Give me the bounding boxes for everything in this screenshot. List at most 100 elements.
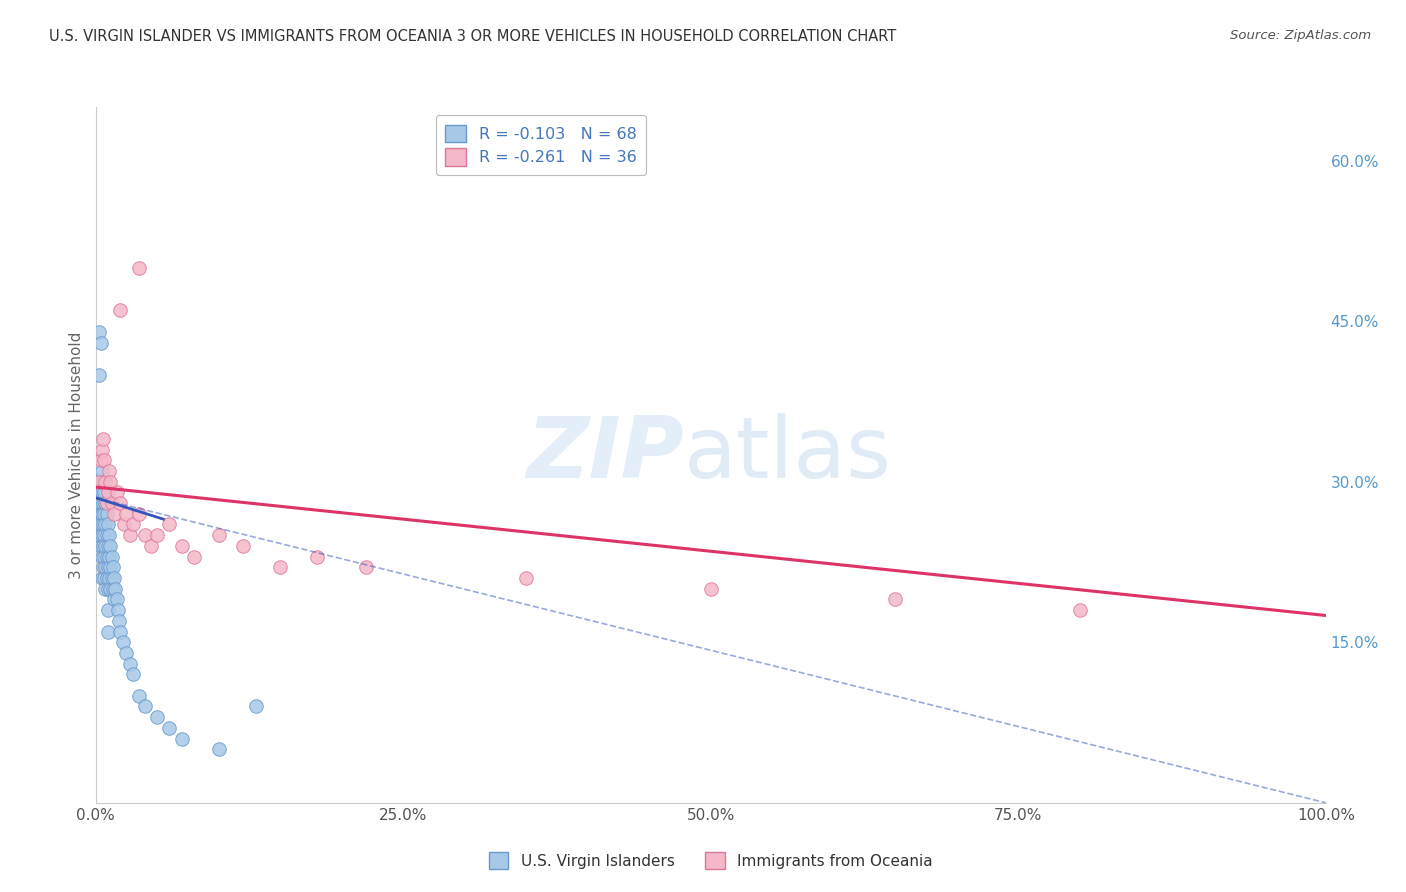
Point (98, 571, 121, 585)
Point (89, 325, 111, 339)
Point (100, 549, 122, 564)
Point (96, 571, 118, 585)
Point (89, 496, 111, 510)
Point (112, 517, 135, 532)
Point (96, 549, 118, 564)
Point (97, 560, 120, 574)
Point (97, 603, 120, 617)
Point (103, 592, 125, 607)
Point (90, 539, 112, 553)
Point (107, 603, 129, 617)
Point (159, 721, 181, 735)
Text: Source: ZipAtlas.com: Source: ZipAtlas.com (1230, 29, 1371, 42)
Point (120, 528, 141, 542)
Point (94, 582, 117, 596)
Point (100, 496, 122, 510)
Text: U.S. VIRGIN ISLANDER VS IMMIGRANTS FROM OCEANIA 3 OR MORE VEHICLES IN HOUSEHOLD : U.S. VIRGIN ISLANDER VS IMMIGRANTS FROM … (49, 29, 897, 44)
Point (90, 335, 112, 350)
Point (90, 528, 112, 542)
Point (105, 592, 128, 607)
Point (110, 496, 132, 510)
Y-axis label: 3 or more Vehicles in Household: 3 or more Vehicles in Household (69, 331, 84, 579)
Point (94, 475, 117, 489)
Point (90, 453, 112, 467)
Point (115, 646, 138, 660)
Point (89, 475, 111, 489)
Point (120, 657, 141, 671)
Point (90, 464, 112, 478)
Point (98, 528, 121, 542)
Point (128, 689, 150, 703)
Point (94, 496, 117, 510)
Point (139, 539, 162, 553)
Point (96, 528, 118, 542)
Point (87, 507, 110, 521)
Point (98, 464, 121, 478)
Point (98, 539, 122, 553)
Point (91, 475, 114, 489)
Point (110, 624, 132, 639)
Point (96, 507, 118, 521)
Point (93, 485, 115, 500)
Point (89, 368, 111, 382)
Point (110, 303, 132, 318)
Point (87, 528, 110, 542)
Point (128, 260, 150, 275)
Point (94, 539, 117, 553)
Point (89, 485, 111, 500)
Point (97, 485, 120, 500)
Point (90, 507, 112, 521)
Point (91, 539, 114, 553)
Point (93, 528, 115, 542)
Point (159, 517, 181, 532)
Point (93, 571, 115, 585)
Point (90, 571, 112, 585)
Point (98, 582, 122, 596)
Point (356, 560, 378, 574)
Point (90, 475, 112, 489)
Point (93, 549, 115, 564)
Point (146, 528, 169, 542)
Point (884, 592, 907, 607)
Point (307, 549, 329, 564)
Point (97, 517, 120, 532)
Point (98, 560, 122, 574)
Point (97, 582, 120, 596)
Legend: U.S. Virgin Islanders, Immigrants from Oceania: U.S. Virgin Islanders, Immigrants from O… (482, 847, 939, 875)
Point (134, 699, 156, 714)
Point (108, 614, 131, 628)
Point (208, 742, 231, 756)
Point (183, 549, 205, 564)
Point (104, 582, 127, 596)
Point (103, 571, 125, 585)
Point (515, 571, 537, 585)
Point (89, 517, 111, 532)
Point (91, 517, 114, 532)
Point (170, 731, 193, 746)
Point (96, 496, 118, 510)
Point (146, 710, 169, 724)
Point (91, 496, 114, 510)
Point (101, 560, 124, 574)
Point (128, 507, 150, 521)
Point (269, 560, 291, 574)
Point (100, 571, 122, 585)
Point (115, 507, 138, 521)
Point (134, 528, 156, 542)
Point (98, 549, 121, 564)
Point (97, 624, 120, 639)
Point (245, 699, 267, 714)
Point (101, 582, 124, 596)
Text: atlas: atlas (683, 413, 891, 497)
Point (121, 517, 143, 532)
Point (105, 485, 128, 500)
Point (208, 528, 231, 542)
Point (91, 560, 114, 574)
Point (94, 560, 117, 574)
Point (170, 539, 193, 553)
Point (90, 485, 112, 500)
Point (232, 539, 254, 553)
Point (1069, 603, 1091, 617)
Point (91, 432, 114, 446)
Point (90, 496, 112, 510)
